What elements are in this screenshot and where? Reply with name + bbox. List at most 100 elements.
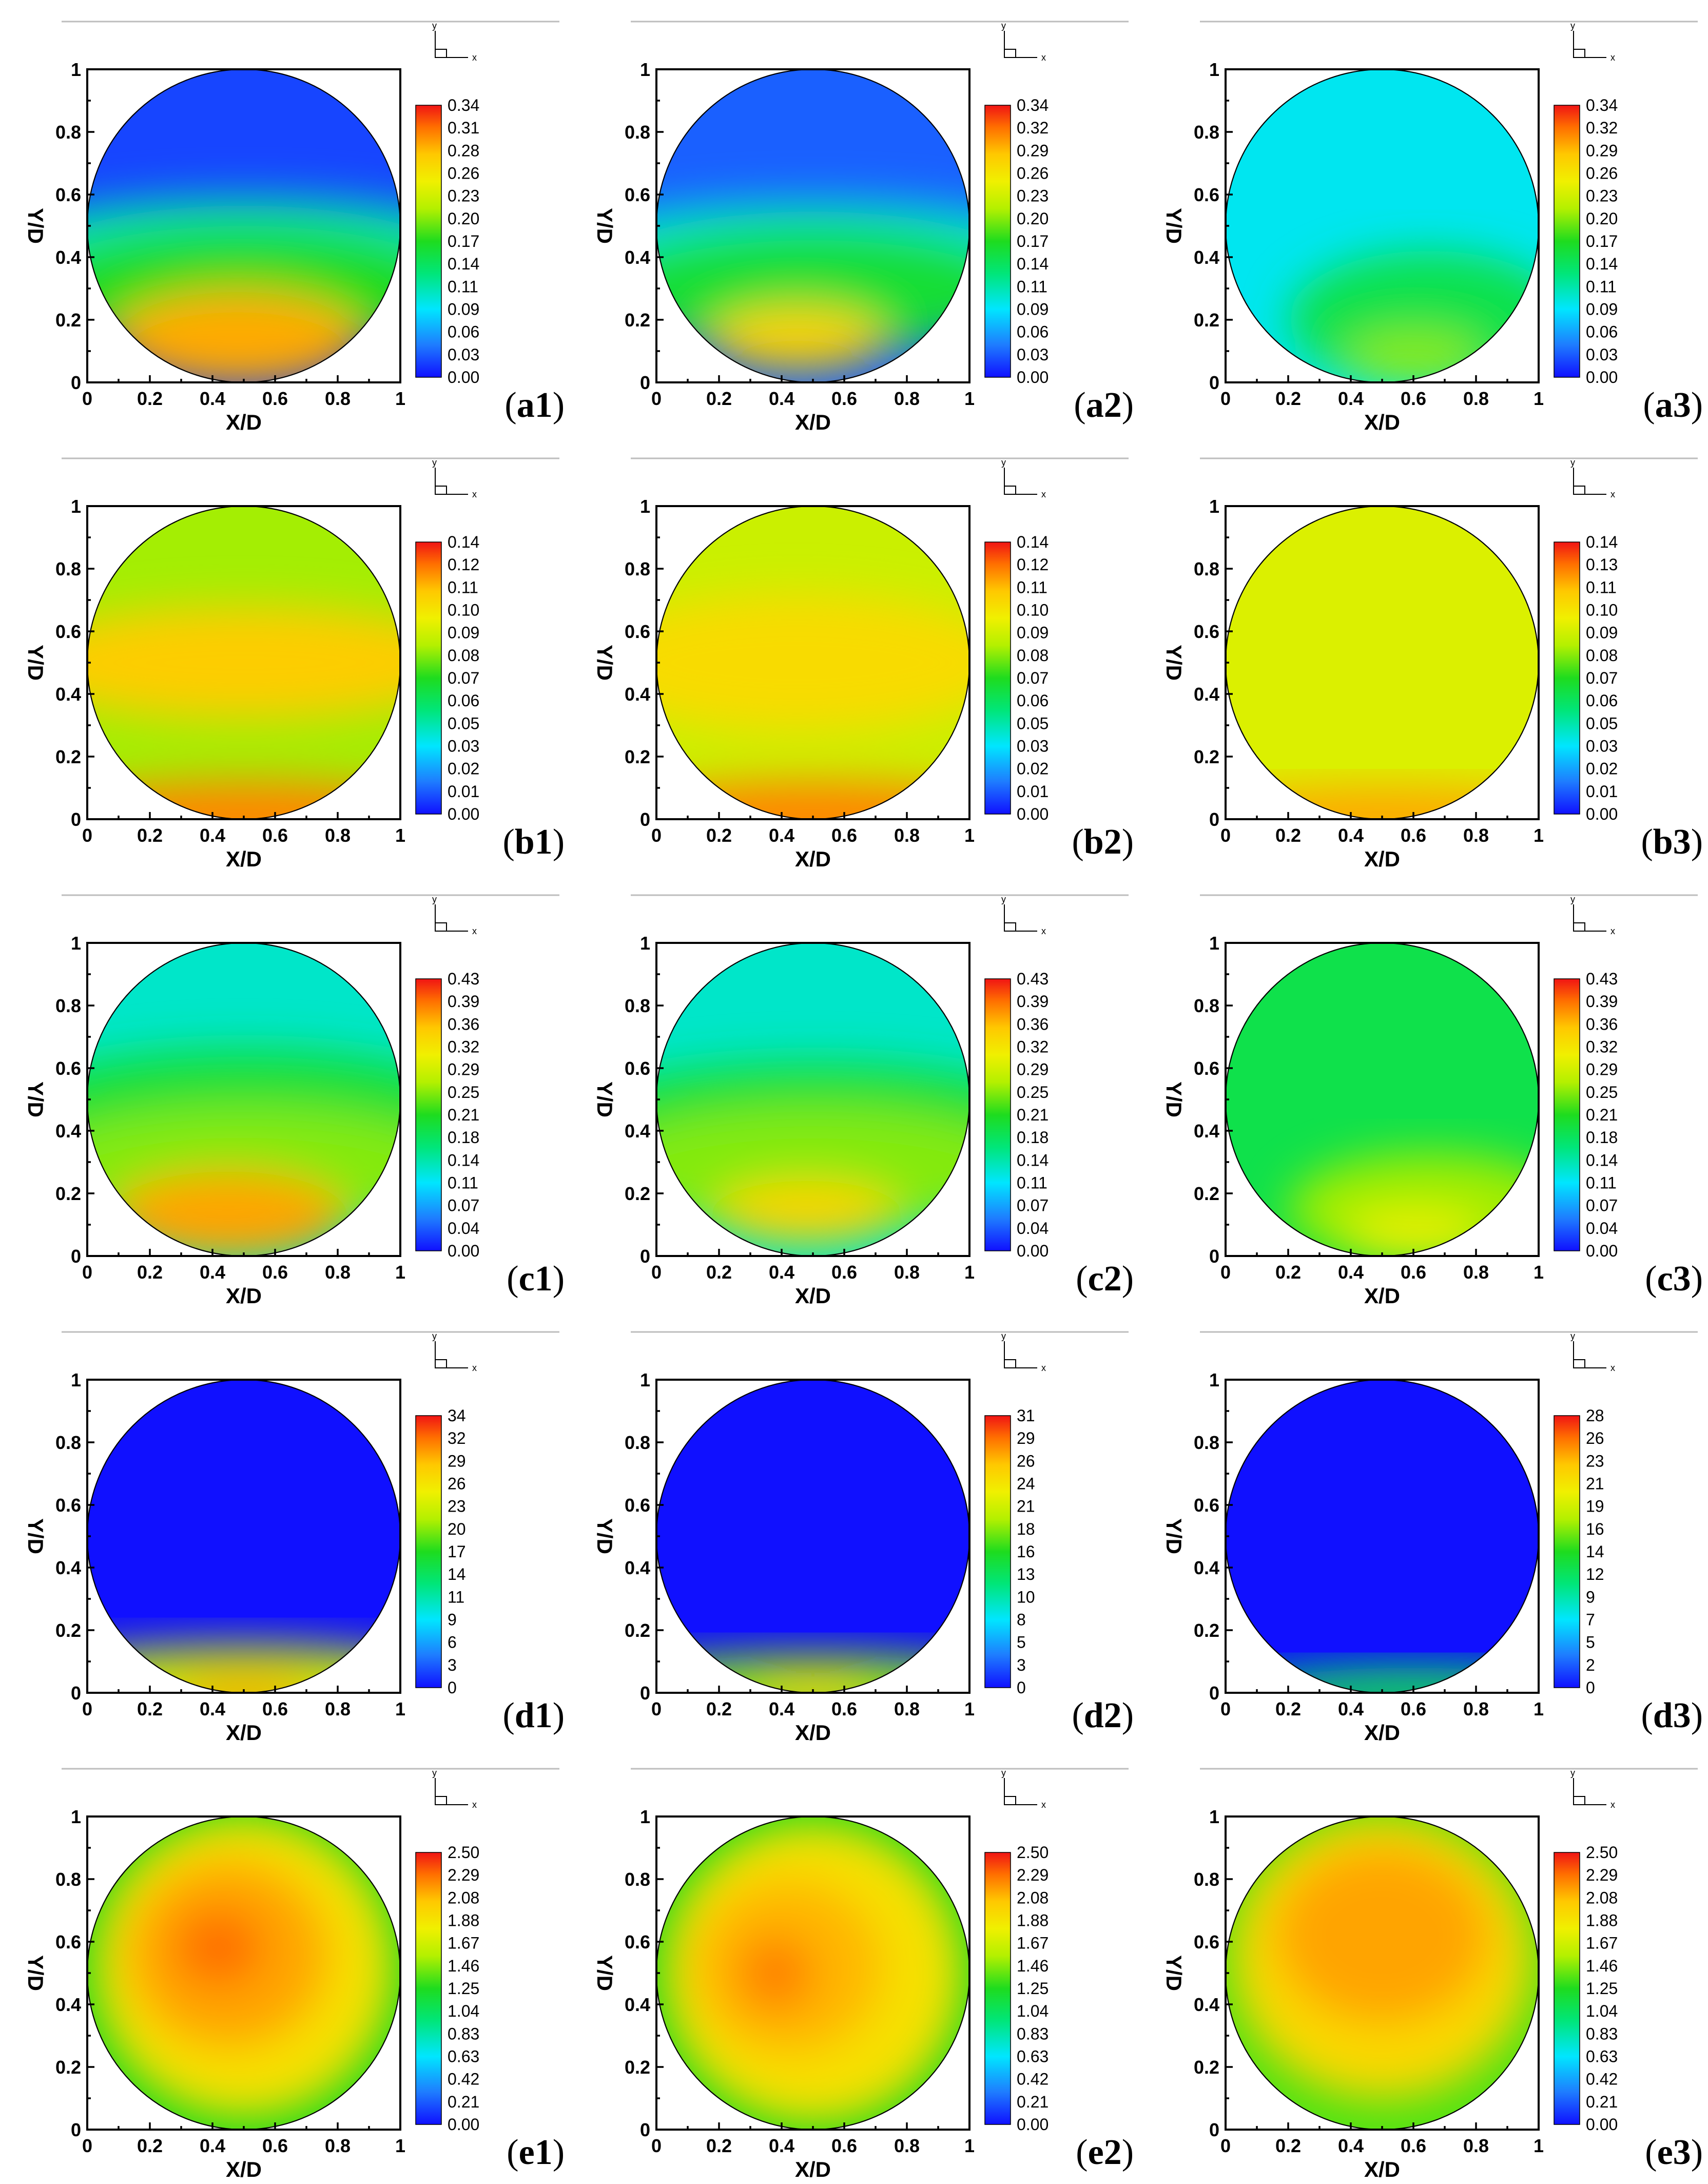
x-tick-label: 0.2 <box>706 1698 732 1719</box>
triad-y-label: y <box>1001 894 1006 904</box>
panel-label: (e2) <box>1076 2133 1134 2172</box>
x-axis-title: X/D <box>795 1284 831 1308</box>
x-tick-label: 1 <box>395 2135 405 2156</box>
y-tick-label: 0.4 <box>1194 1120 1219 1142</box>
x-axis-title: X/D <box>795 410 831 434</box>
triad-y-label: y <box>1001 1331 1006 1341</box>
colorbar-label: 0.36 <box>448 1015 479 1033</box>
colorbar-label: 0.05 <box>1017 714 1049 732</box>
contour-plot-a3: 0 0.2 0.4 0.6 0.8 1 0 0.2 0.4 0.6 0.8 1 X/D Y/D 0.34 0.… <box>1162 21 1703 434</box>
colorbar-label: 0.00 <box>1586 2115 1618 2134</box>
colorbar-label: 0.32 <box>448 1038 479 1056</box>
colorbar-label: 28 <box>1586 1406 1604 1425</box>
colorbar <box>416 979 441 1251</box>
x-tick-label: 0 <box>651 1698 662 1719</box>
y-tick-label: 1 <box>1209 496 1219 517</box>
x-tick-label: 0 <box>651 1262 662 1283</box>
colorbar-label: 0.03 <box>1586 737 1618 756</box>
field-region <box>87 606 400 719</box>
colorbar-label: 23 <box>1586 1452 1604 1470</box>
panel-b3: 0 0.2 0.4 0.6 0.8 1 0 0.2 0.4 0.6 0.8 1 X/D Y/D 0.14 0.… <box>1138 437 1707 874</box>
panel-label: (d1) <box>502 1696 565 1735</box>
x-axis-title: X/D <box>226 2157 262 2181</box>
colorbar-label: 0.42 <box>1586 2070 1618 2089</box>
y-tick-label: 0.4 <box>625 1557 650 1578</box>
triad-box <box>1573 49 1585 58</box>
triad-x-label: x <box>472 1800 477 1810</box>
colorbar-label: 17 <box>448 1542 466 1561</box>
x-tick-label: 0.4 <box>769 388 794 409</box>
colorbar-label: 0.13 <box>1586 555 1618 574</box>
colorbar-label: 1.25 <box>1586 1979 1618 1998</box>
y-tick-label: 1 <box>71 496 81 517</box>
triad-y-label: y <box>1570 457 1575 468</box>
triad-x-label: x <box>1041 489 1046 499</box>
contour-field <box>1226 506 1539 819</box>
x-tick-label: 0.8 <box>894 825 920 846</box>
colorbar-label: 0.34 <box>1017 96 1049 114</box>
x-tick-label: 0 <box>1220 388 1231 409</box>
x-tick-label: 1 <box>1534 1698 1544 1719</box>
colorbar-label: 34 <box>448 1406 466 1425</box>
x-tick-label: 0.4 <box>769 1698 794 1719</box>
x-tick-label: 0.4 <box>200 825 225 846</box>
y-tick-label: 0.8 <box>55 995 81 1016</box>
triad-box <box>1573 486 1585 495</box>
triad-box <box>435 49 447 58</box>
y-tick-label: 0 <box>1209 2119 1219 2140</box>
y-tick-label: 0.4 <box>1194 1557 1219 1578</box>
y-tick-label: 0.8 <box>1194 995 1219 1016</box>
colorbar-label: 6 <box>448 1633 457 1652</box>
x-tick-label: 0.4 <box>1338 1262 1364 1283</box>
colorbar-label: 0.03 <box>1586 345 1618 364</box>
colorbar-label: 0.09 <box>448 300 479 319</box>
colorbar-label: 0.14 <box>448 533 479 551</box>
panel-label: (c3) <box>1645 1259 1703 1299</box>
contour-field <box>1226 1380 1539 1693</box>
x-tick-label: 0.6 <box>831 1698 857 1719</box>
colorbar-label: 13 <box>1017 1565 1035 1583</box>
x-tick-label: 0.8 <box>325 1262 351 1283</box>
x-tick-label: 0 <box>82 388 92 409</box>
x-tick-label: 1 <box>1534 1262 1544 1283</box>
colorbar <box>416 1416 441 1688</box>
y-tick-label: 0.6 <box>1194 1058 1219 1079</box>
colorbar <box>1554 979 1580 1251</box>
colorbar-label: 0.21 <box>448 1106 479 1124</box>
y-tick-label: 0.8 <box>55 122 81 143</box>
triad-box <box>435 1359 447 1368</box>
colorbar-label: 1.88 <box>1017 1911 1049 1930</box>
x-tick-label: 0.4 <box>200 1698 225 1719</box>
y-tick-label: 0.4 <box>1194 1994 1219 2015</box>
colorbar-label: 2.50 <box>1586 1843 1618 1862</box>
colorbar-label: 0.25 <box>448 1083 479 1101</box>
axis-triad: yx <box>1570 1768 1615 1810</box>
contour-plot-c3: 0 0.2 0.4 0.6 0.8 1 0 0.2 0.4 0.6 0.8 1 X/D Y/D 0.43 0.… <box>1162 894 1703 1308</box>
field-region <box>712 1181 901 1244</box>
panel-a1: 0 0.2 0.4 0.6 0.8 1 0 0.2 0.4 0.6 0.8 1 X/D Y/D 0.34 0.… <box>0 0 569 437</box>
colorbar-label: 2.29 <box>1017 1866 1049 1884</box>
y-tick-label: 0.8 <box>55 558 81 579</box>
triad-box <box>1004 486 1016 495</box>
colorbar-label: 0.34 <box>1586 96 1618 114</box>
x-tick-label: 0.2 <box>137 2135 163 2156</box>
colorbar-label: 1.67 <box>1017 1934 1049 1953</box>
x-tick-label: 0.8 <box>1463 388 1489 409</box>
y-tick-label: 0.6 <box>625 1058 650 1079</box>
colorbar-label: 0.39 <box>448 992 479 1011</box>
panel-b1: 0 0.2 0.4 0.6 0.8 1 0 0.2 0.4 0.6 0.8 1 X/D Y/D 0.14 0.… <box>0 437 569 874</box>
colorbar-label: 0.17 <box>1017 232 1049 250</box>
contour-field <box>656 69 969 382</box>
colorbar-label: 18 <box>1017 1520 1035 1538</box>
x-tick-label: 0.2 <box>1275 1262 1301 1283</box>
x-axis-title: X/D <box>795 2157 831 2181</box>
y-tick-label: 0.2 <box>55 2057 81 2078</box>
y-tick-label: 0.6 <box>625 1931 650 1953</box>
y-tick-label: 0.4 <box>625 1994 650 2015</box>
triad-box <box>1004 49 1016 58</box>
y-tick-label: 0.2 <box>55 1183 81 1204</box>
panel-d2: 0 0.2 0.4 0.6 0.8 1 0 0.2 0.4 0.6 0.8 1 X/D Y/D 31 29 26… <box>569 1310 1138 1747</box>
y-tick-label: 1 <box>71 933 81 954</box>
colorbar-label: 26 <box>448 1475 466 1493</box>
triad-box <box>435 486 447 495</box>
